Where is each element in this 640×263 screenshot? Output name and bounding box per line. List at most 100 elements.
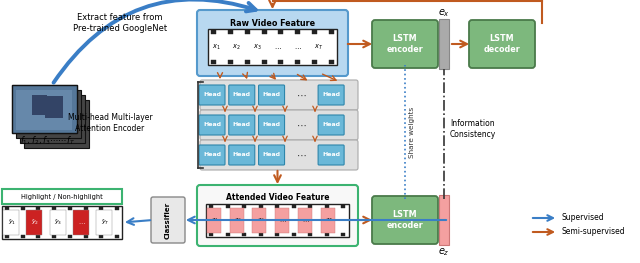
Bar xyxy=(275,233,279,236)
Text: $x_T$: $x_T$ xyxy=(314,42,323,52)
Text: Raw Video Feature: Raw Video Feature xyxy=(230,18,315,28)
Bar xyxy=(24,100,89,148)
Bar xyxy=(252,208,266,233)
Bar xyxy=(275,208,289,233)
Text: Head: Head xyxy=(203,123,221,128)
Bar xyxy=(242,205,246,208)
Text: $\hat{y}_T$: $\hat{y}_T$ xyxy=(100,218,109,227)
Text: $\cdots$: $\cdots$ xyxy=(274,44,282,50)
Bar xyxy=(52,207,56,210)
Bar xyxy=(228,30,233,34)
FancyBboxPatch shape xyxy=(151,197,185,243)
FancyBboxPatch shape xyxy=(228,145,255,165)
Text: $\cdots$: $\cdots$ xyxy=(296,120,307,130)
Text: $\cdots$: $\cdots$ xyxy=(78,220,86,225)
Text: Head: Head xyxy=(233,153,251,158)
FancyBboxPatch shape xyxy=(200,110,358,140)
Text: $x_2$: $x_2$ xyxy=(232,42,241,52)
FancyBboxPatch shape xyxy=(372,196,438,244)
Bar xyxy=(291,233,296,236)
Bar xyxy=(225,205,230,208)
Bar xyxy=(32,95,47,115)
Bar xyxy=(278,60,284,64)
Bar xyxy=(341,233,345,236)
FancyBboxPatch shape xyxy=(197,185,358,246)
Bar xyxy=(312,30,317,34)
Text: Multi-head Multi-layer
Attention Encoder: Multi-head Multi-layer Attention Encoder xyxy=(68,113,152,133)
Bar xyxy=(68,235,72,238)
Text: Head: Head xyxy=(262,93,280,98)
Bar xyxy=(228,60,233,64)
Bar xyxy=(36,235,40,238)
Bar xyxy=(295,30,300,34)
Bar xyxy=(206,204,349,237)
Bar xyxy=(321,208,335,233)
Bar xyxy=(341,205,345,208)
FancyBboxPatch shape xyxy=(259,115,285,135)
Bar xyxy=(68,207,72,210)
Text: $\cdots$: $\cdots$ xyxy=(294,44,302,50)
Bar xyxy=(115,207,119,210)
Text: $z_2$: $z_2$ xyxy=(234,216,241,224)
Bar xyxy=(211,30,216,34)
Text: Extract feature from
Pre-trained GoogleNet: Extract feature from Pre-trained GoogleN… xyxy=(73,13,167,33)
Bar xyxy=(99,235,103,238)
Bar xyxy=(12,85,77,133)
Bar xyxy=(209,205,213,208)
Bar xyxy=(16,90,81,138)
Bar xyxy=(5,207,9,210)
Bar xyxy=(439,195,449,245)
Text: $f_1, f_2, f_3 \cdots\cdots f_T$: $f_1, f_2, f_3 \cdots\cdots f_T$ xyxy=(20,135,75,147)
Bar xyxy=(52,235,56,238)
Bar xyxy=(242,233,246,236)
Text: Head: Head xyxy=(262,123,280,128)
FancyBboxPatch shape xyxy=(228,85,255,105)
FancyBboxPatch shape xyxy=(318,85,344,105)
FancyBboxPatch shape xyxy=(228,115,255,135)
FancyBboxPatch shape xyxy=(199,85,225,105)
Text: Classifier: Classifier xyxy=(165,201,171,239)
Text: $z_3$: $z_3$ xyxy=(257,216,264,224)
Text: $e_z$: $e_z$ xyxy=(438,246,450,258)
FancyBboxPatch shape xyxy=(200,80,358,110)
Bar xyxy=(211,60,216,64)
Bar xyxy=(439,19,449,69)
Bar xyxy=(20,235,25,238)
FancyBboxPatch shape xyxy=(199,115,225,135)
FancyBboxPatch shape xyxy=(259,145,285,165)
Text: LSTM
encoder: LSTM encoder xyxy=(387,34,424,54)
Bar xyxy=(278,30,284,34)
Bar xyxy=(230,208,244,233)
Text: Head: Head xyxy=(203,153,221,158)
Text: Head: Head xyxy=(233,123,251,128)
Text: $z_1$: $z_1$ xyxy=(211,216,219,224)
Bar xyxy=(45,96,63,118)
Text: Attended Video Feature: Attended Video Feature xyxy=(226,193,329,201)
Bar xyxy=(2,206,122,239)
Bar xyxy=(329,60,334,64)
Text: Highlight / Non-highlight: Highlight / Non-highlight xyxy=(21,194,103,200)
Text: Semi-supervised: Semi-supervised xyxy=(562,227,626,236)
Bar xyxy=(36,207,40,210)
Text: $\cdots$: $\cdots$ xyxy=(296,90,307,100)
Bar xyxy=(84,207,88,210)
FancyBboxPatch shape xyxy=(318,115,344,135)
Text: Share weights: Share weights xyxy=(409,106,415,158)
Text: $\hat{y}_3$: $\hat{y}_3$ xyxy=(54,218,63,227)
Text: Information
Consistency: Information Consistency xyxy=(450,119,496,139)
Bar xyxy=(295,60,300,64)
Text: $e_x$: $e_x$ xyxy=(438,7,450,19)
Text: Head: Head xyxy=(262,153,280,158)
Bar xyxy=(329,30,334,34)
Bar xyxy=(99,207,103,210)
Bar xyxy=(20,207,25,210)
Bar xyxy=(291,205,296,208)
Text: Head: Head xyxy=(322,123,340,128)
Bar xyxy=(12,85,77,133)
Text: LSTM
encoder: LSTM encoder xyxy=(387,210,424,230)
Text: $x_1$: $x_1$ xyxy=(212,42,220,52)
Bar xyxy=(49,210,65,235)
Text: $\hat{y}_1$: $\hat{y}_1$ xyxy=(8,218,16,227)
Bar xyxy=(244,60,250,64)
Bar xyxy=(26,210,42,235)
